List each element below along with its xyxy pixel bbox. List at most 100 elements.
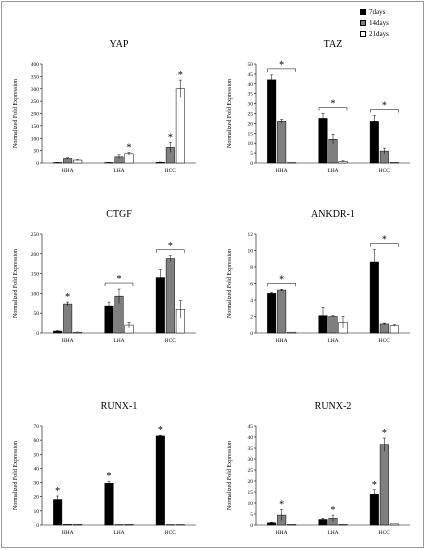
y-tick-label: 30 [248, 457, 254, 463]
y-tick-label: 60 [34, 438, 40, 444]
y-tick-label: 40 [248, 82, 254, 88]
category-label: HHA [62, 338, 74, 344]
ankdr1-chart: ANKDR-1 Normalized Fold Expression 0 2 4 6 8 10… [227, 209, 410, 344]
ctgf-chart: CTGF Normalized Fold Expression 0 50 100 150 2… [13, 209, 196, 344]
category-label: HCC [165, 168, 177, 174]
category-label: HHA [276, 530, 288, 536]
y-tick-label: 5 [250, 512, 253, 518]
bar-21days [389, 325, 399, 334]
y-tick-label: 20 [248, 121, 254, 127]
category-label: HCC [165, 338, 177, 344]
y-tick-label: 200 [31, 252, 40, 258]
significance-star: * [331, 505, 336, 516]
category-label: HHA [62, 168, 74, 174]
y-tick-label: 50 [34, 149, 40, 155]
significance-bracket [267, 68, 296, 72]
y-tick-label: 15 [248, 490, 254, 496]
bar-7days [104, 305, 114, 334]
category-label: HCC [165, 530, 177, 536]
bar-21days [389, 162, 399, 164]
significance-star: * [279, 274, 284, 285]
bar-7days [155, 277, 165, 334]
y-axis-label: Normalized Fold Expression [13, 79, 19, 148]
significance-star: * [158, 425, 163, 436]
y-axis-label: Normalized Fold Expression [13, 441, 19, 510]
significance-star: * [279, 500, 284, 511]
y-tick-label: 5 [250, 151, 253, 157]
significance-star: * [168, 132, 173, 143]
y-tick-label: 0 [36, 161, 39, 167]
y-axis-label: Normalized Fold Expression [227, 249, 233, 318]
runx1-chart: RUNX-1 Normalized Fold Expression 0 10 20 30 4… [13, 401, 196, 536]
chart-title: RUNX-2 [315, 401, 352, 412]
y-tick-label: 250 [31, 99, 40, 105]
y-tick-label: 0 [250, 331, 253, 337]
bar-21days [124, 153, 134, 164]
category-label: HHA [276, 338, 288, 344]
y-tick-label: 10 [34, 509, 40, 515]
significance-star: * [168, 241, 173, 252]
legend-label: 14days [369, 18, 389, 27]
significance-bracket [318, 107, 348, 111]
y-tick-label: 50 [34, 311, 40, 317]
y-tick-label: 15 [248, 131, 254, 137]
bar-14days [379, 323, 389, 334]
category-label: LHA [327, 338, 338, 344]
y-tick-label: 25 [248, 112, 254, 118]
significance-star: * [331, 99, 336, 110]
bar-21days [73, 524, 83, 526]
y-tick-label: 2 [250, 315, 253, 321]
bar-14days [379, 444, 389, 526]
y-tick-label: 45 [248, 72, 254, 78]
legend-item: 7days [360, 6, 424, 17]
yap-chart: YAP Normalized Fold Expression 0 50 100 150 20… [13, 39, 196, 174]
y-tick-label: 8 [250, 265, 253, 271]
y-tick-label: 30 [248, 102, 254, 108]
chart-title: RUNX-1 [101, 401, 138, 412]
significance-bracket [156, 249, 185, 253]
chart-title: CTGF [106, 209, 132, 220]
significance-star: * [127, 143, 132, 154]
y-axis-label: Normalized Fold Expression [13, 249, 19, 318]
category-label: LHA [113, 530, 124, 536]
bar-7days [267, 79, 277, 164]
significance-star: * [65, 292, 70, 303]
y-tick-label: 25 [248, 468, 254, 474]
significance-star: * [107, 471, 112, 482]
bar-7days [267, 293, 277, 334]
y-tick-label: 4 [250, 298, 253, 304]
category-label: HCC [379, 168, 391, 174]
bar-14days [277, 121, 287, 164]
significance-star: * [279, 60, 284, 71]
legend-swatch-7days [360, 8, 366, 15]
bar-7days [53, 499, 63, 526]
category-label: HHA [62, 530, 74, 536]
y-axis-label: Normalized Fold Expression [227, 441, 233, 510]
bar-7days [104, 483, 114, 526]
bar-21days [124, 524, 134, 526]
y-tick-label: 100 [31, 291, 40, 297]
y-tick-label: 10 [248, 141, 254, 147]
legend-swatch-14days [360, 19, 366, 26]
category-label: HHA [276, 168, 288, 174]
y-tick-label: 12 [248, 232, 254, 238]
bar-14days [63, 303, 73, 334]
significance-bracket [267, 283, 296, 287]
category-label: HCC [379, 530, 391, 536]
bar-7days [155, 435, 165, 526]
category-label: HCC [379, 338, 391, 344]
y-tick-label: 35 [248, 92, 254, 98]
category-label: LHA [327, 530, 338, 536]
y-tick-label: 0 [250, 523, 253, 529]
bar-21days [175, 88, 185, 164]
significance-bracket [104, 282, 134, 287]
significance-bracket [370, 109, 399, 113]
runx2-chart: RUNX-2 Normalized Fold Expression 0 5 10 15 20… [227, 401, 410, 536]
y-tick-label: 0 [36, 523, 39, 529]
bar-14days [328, 316, 338, 334]
y-tick-label: 300 [31, 87, 40, 93]
bar-21days [287, 331, 297, 334]
y-tick-label: 20 [248, 479, 254, 485]
significance-star: * [117, 274, 122, 285]
y-tick-label: 20 [34, 495, 40, 501]
